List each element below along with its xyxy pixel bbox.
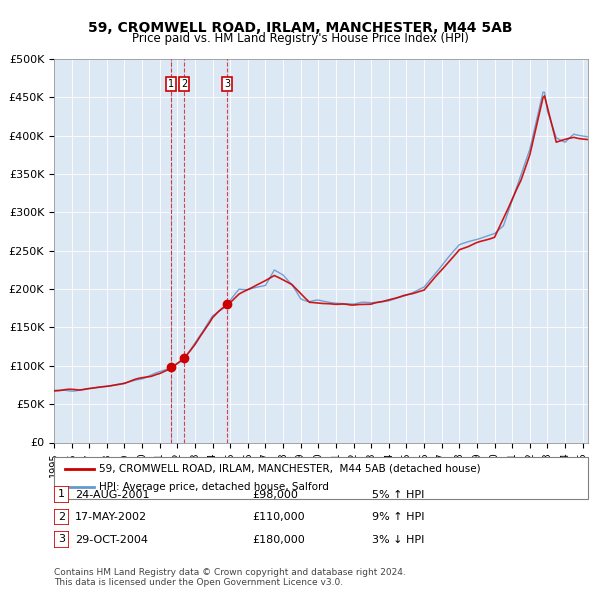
Text: £98,000: £98,000 [252,490,298,500]
Text: 2: 2 [181,79,187,89]
Text: HPI: Average price, detached house, Salford: HPI: Average price, detached house, Salf… [100,482,329,492]
Text: 3: 3 [58,535,65,544]
FancyBboxPatch shape [54,486,69,503]
FancyBboxPatch shape [54,509,69,525]
Text: 59, CROMWELL ROAD, IRLAM, MANCHESTER,  M44 5AB (detached house): 59, CROMWELL ROAD, IRLAM, MANCHESTER, M4… [100,464,481,474]
Text: 59, CROMWELL ROAD, IRLAM, MANCHESTER, M44 5AB: 59, CROMWELL ROAD, IRLAM, MANCHESTER, M4… [88,21,512,35]
Text: £110,000: £110,000 [252,513,305,522]
Text: 17-MAY-2002: 17-MAY-2002 [75,513,147,522]
Text: 9% ↑ HPI: 9% ↑ HPI [372,513,425,522]
Text: 29-OCT-2004: 29-OCT-2004 [75,535,148,545]
Text: 24-AUG-2001: 24-AUG-2001 [75,490,149,500]
Text: Contains HM Land Registry data © Crown copyright and database right 2024.
This d: Contains HM Land Registry data © Crown c… [54,568,406,587]
Text: 1: 1 [168,79,174,89]
Text: 5% ↑ HPI: 5% ↑ HPI [372,490,424,500]
FancyBboxPatch shape [54,457,588,499]
Text: 2: 2 [58,512,65,522]
Text: 1: 1 [58,490,65,499]
Text: £180,000: £180,000 [252,535,305,545]
FancyBboxPatch shape [54,531,69,548]
Text: Price paid vs. HM Land Registry's House Price Index (HPI): Price paid vs. HM Land Registry's House … [131,32,469,45]
Text: 3: 3 [224,79,230,89]
Text: 3% ↓ HPI: 3% ↓ HPI [372,535,424,545]
